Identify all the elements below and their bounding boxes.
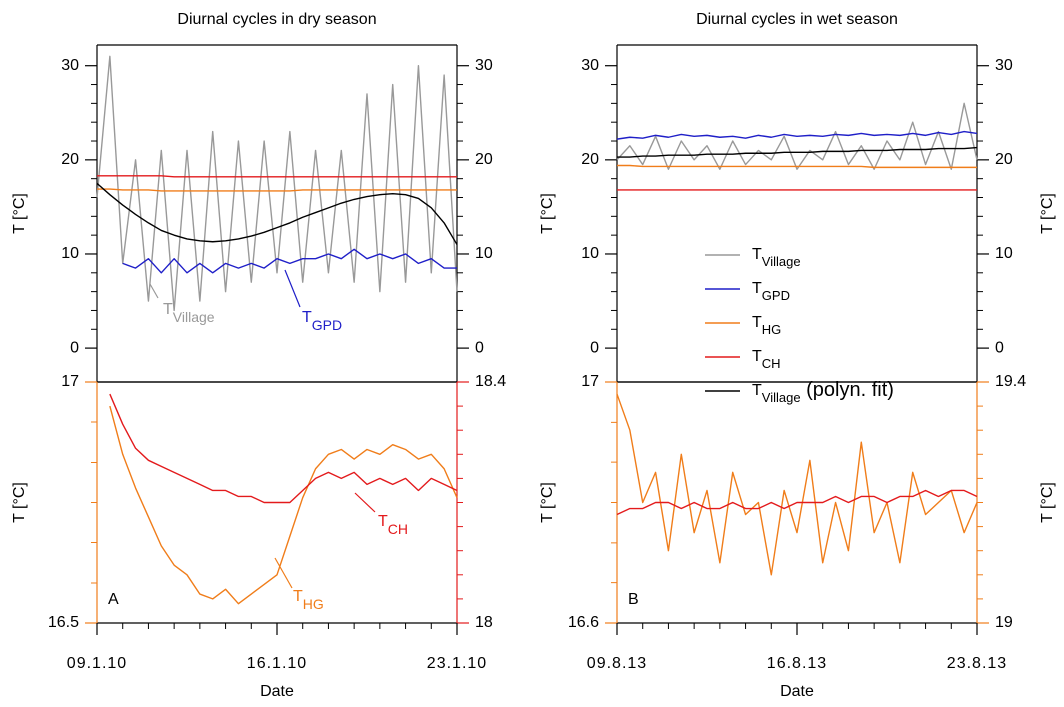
annotation-part: GPD (312, 317, 342, 333)
y-tick-label: 20 (61, 151, 79, 168)
annotation-part: Village (173, 309, 215, 325)
y-axis-label: T [°C] (11, 193, 28, 234)
x-tick-label: 09.1.10 (67, 655, 127, 672)
y2-tick-label: 18 (475, 614, 493, 631)
y-tick-label: 0 (590, 339, 599, 356)
y2-tick-label: 0 (995, 339, 1004, 356)
legend-label-part: CH (762, 356, 781, 371)
annotation: A (108, 591, 119, 608)
annotation-part: T (293, 588, 303, 605)
y-tick-label: 17 (581, 373, 599, 390)
legend-label-part: GPD (762, 288, 790, 303)
annotation-part: HG (303, 596, 324, 612)
legend-label-part: T (752, 314, 762, 331)
y-axis-label: T [°C] (539, 193, 556, 234)
y2-axis-label: T [°C] (1039, 482, 1056, 523)
annotation-leader (274, 557, 293, 589)
y2-tick-label: 30 (995, 57, 1013, 74)
chart-title: Diurnal cycles in dry season (177, 11, 376, 28)
legend-label: THG (752, 314, 781, 337)
series-line (96, 55, 458, 312)
series-line (122, 248, 457, 274)
y2-tick-label: 18.4 (475, 373, 506, 390)
series-line (109, 393, 458, 504)
annotation: THG (293, 588, 324, 611)
series-line (616, 130, 978, 140)
x-axis-label: Date (260, 683, 294, 700)
y-tick-label: 16.5 (48, 614, 79, 631)
y-tick-label: 10 (61, 245, 79, 262)
y-tick-label: 0 (70, 339, 79, 356)
annotation-part: B (628, 591, 639, 608)
y2-axis-label: T [°C] (1039, 193, 1056, 234)
annotation-part: T (163, 301, 173, 318)
annotation-part: CH (388, 521, 408, 537)
y-tick-label: 30 (581, 57, 599, 74)
annotation-leader (354, 492, 376, 513)
x-tick-label: 09.8.13 (587, 655, 647, 672)
x-tick-label: 16.1.10 (247, 655, 307, 672)
legend-label-part: T (752, 348, 762, 365)
y-axis-label: T [°C] (539, 482, 556, 523)
x-tick-label: 16.8.13 (767, 655, 827, 672)
series-line (617, 164, 977, 169)
annotation: TCH (378, 513, 408, 536)
y-tick-label: 30 (61, 57, 79, 74)
y2-tick-label: 10 (995, 245, 1013, 262)
x-axis-label: Date (780, 683, 814, 700)
legend-label: TCH (752, 348, 781, 371)
annotation: TGPD (302, 309, 342, 332)
series-line (616, 102, 978, 170)
series-line (109, 405, 458, 605)
y-tick-label: 20 (581, 151, 599, 168)
annotation-part: A (108, 591, 119, 608)
x-tick-label: 23.8.13 (947, 655, 1007, 672)
legend-label-part: (polyn. fit) (801, 379, 894, 401)
series-line (616, 393, 978, 576)
y2-tick-label: 19 (995, 614, 1013, 631)
y-tick-label: 17 (61, 373, 79, 390)
legend-label: TVillage (polyn. fit) (752, 379, 894, 405)
annotation: B (628, 591, 639, 608)
chart-title: Diurnal cycles in wet season (696, 11, 898, 28)
y-tick-label: 16.6 (568, 614, 599, 631)
series-line (96, 182, 458, 245)
annotation-leader (149, 283, 159, 299)
series-line (616, 489, 978, 516)
y2-tick-label: 0 (475, 339, 484, 356)
annotation: TVillage (163, 301, 215, 324)
annotation-part: T (302, 309, 312, 326)
legend-label-part: T (752, 382, 762, 399)
y2-tick-label: 19.4 (995, 373, 1026, 390)
annotation-part: T (378, 513, 388, 530)
y2-tick-label: 20 (475, 151, 493, 168)
y-axis-label: T [°C] (11, 482, 28, 523)
y2-tick-label: 10 (475, 245, 493, 262)
legend-label-part: Village (762, 390, 801, 405)
legend-label: TVillage (752, 246, 801, 269)
x-tick-label: 23.1.10 (427, 655, 487, 672)
y2-tick-label: 30 (475, 57, 493, 74)
legend-label: TGPD (752, 280, 790, 303)
series-line (617, 146, 978, 158)
y-tick-label: 10 (581, 245, 599, 262)
y2-tick-label: 20 (995, 151, 1013, 168)
legend-label-part: T (752, 280, 762, 297)
series-line (97, 175, 457, 178)
legend-label-part: Village (762, 254, 801, 269)
legend-label-part: T (752, 246, 762, 263)
series-line (97, 188, 457, 192)
legend-label-part: HG (762, 322, 782, 337)
annotation-leader (284, 269, 301, 308)
